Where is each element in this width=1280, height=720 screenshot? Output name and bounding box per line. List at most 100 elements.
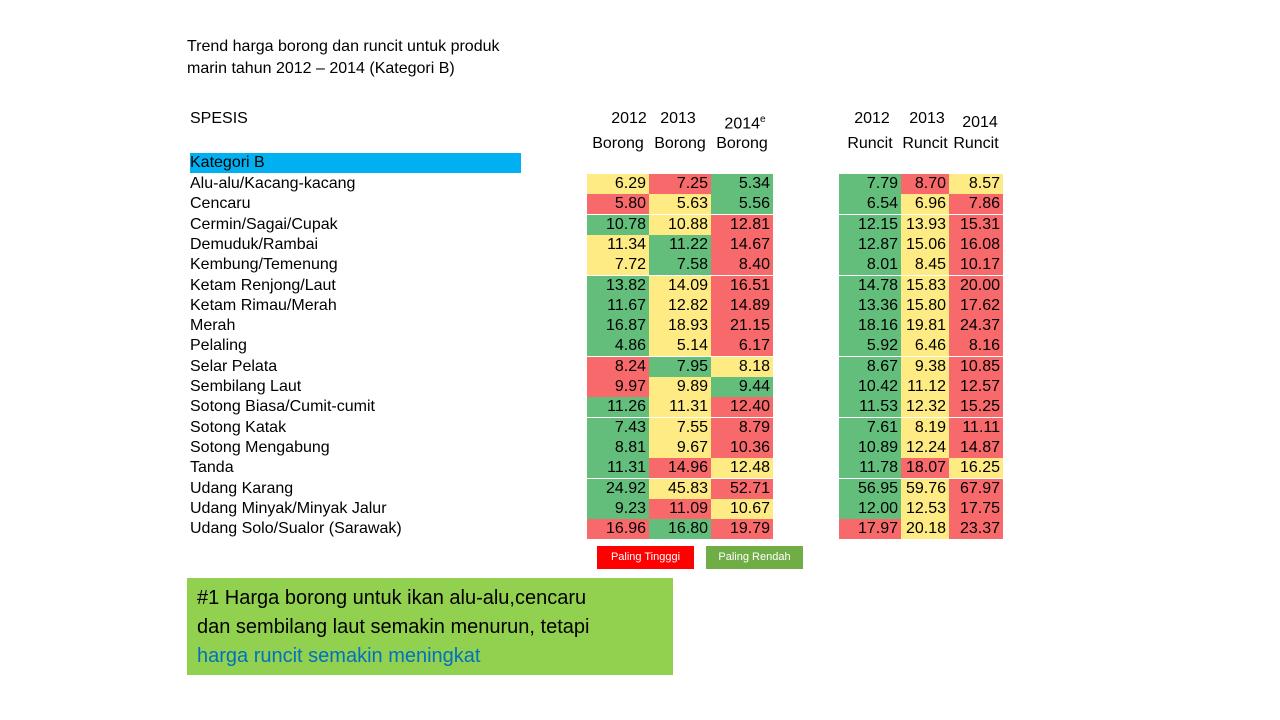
price-cell: 59.76 — [901, 479, 949, 499]
price-cell: 6.54 — [839, 194, 901, 214]
price-cell: 17.62 — [949, 296, 1003, 316]
price-cell: 10.42 — [839, 377, 901, 397]
column-type-4: Runcit — [847, 135, 893, 152]
legend-high: Paling Tingggi — [597, 546, 694, 569]
price-cell: 8.19 — [901, 418, 949, 438]
column-year-superscript: e — [760, 114, 766, 125]
price-cell: 11.11 — [949, 418, 1003, 438]
column-year-4: 2012 — [854, 110, 890, 127]
species-name: Sotong Biasa/Cumit-cumit — [190, 398, 375, 415]
price-cell: 18.07 — [901, 458, 949, 478]
price-cell: 24.92 — [587, 479, 649, 499]
price-cell: 15.31 — [949, 215, 1003, 235]
legend-low: Paling Rendah — [706, 546, 803, 569]
price-cell: 8.01 — [839, 255, 901, 275]
price-cell: 19.79 — [711, 519, 773, 539]
price-cell: 12.40 — [711, 397, 773, 417]
column-type-5: Runcit — [902, 135, 948, 152]
price-cell: 12.87 — [839, 235, 901, 255]
price-cell: 16.87 — [587, 316, 649, 336]
price-cell: 12.15 — [839, 215, 901, 235]
title-line-1: Trend harga borong dan runcit untuk prod… — [187, 38, 500, 55]
note-line-1: #1 Harga borong untuk ikan alu-alu,cenca… — [197, 587, 587, 609]
price-cell: 10.67 — [711, 499, 773, 519]
species-name: Udang Solo/Sualor (Sarawak) — [190, 520, 402, 537]
price-cell: 24.37 — [949, 316, 1003, 336]
price-cell: 8.70 — [901, 174, 949, 194]
price-cell: 5.80 — [587, 194, 649, 214]
price-cell: 14.78 — [839, 276, 901, 296]
price-cell: 5.14 — [649, 336, 711, 356]
note-line-2: dan sembilang laut semakin menurun, teta… — [197, 616, 590, 638]
price-cell: 10.17 — [949, 255, 1003, 275]
price-cell: 7.79 — [839, 174, 901, 194]
species-name: Cencaru — [190, 195, 251, 212]
title-text: Trend harga borong dan runcit untuk prod… — [187, 36, 500, 80]
column-type-1: Borong — [592, 135, 644, 152]
price-cell: 10.88 — [649, 215, 711, 235]
column-year-1: 2012 — [611, 110, 647, 127]
price-cell: 12.57 — [949, 377, 1003, 397]
price-cell: 6.46 — [901, 336, 949, 356]
price-cell: 15.80 — [901, 296, 949, 316]
price-cell: 6.96 — [901, 194, 949, 214]
price-cell: 14.09 — [649, 276, 711, 296]
price-cell: 56.95 — [839, 479, 901, 499]
price-cell: 11.22 — [649, 235, 711, 255]
species-name: Cermin/Sagai/Cupak — [190, 216, 338, 233]
price-cell: 7.61 — [839, 418, 901, 438]
price-cell: 6.17 — [711, 336, 773, 356]
column-year-5: 2013 — [909, 110, 945, 127]
species-name: Pelaling — [190, 337, 247, 354]
price-cell: 9.44 — [711, 377, 773, 397]
price-cell: 10.36 — [711, 438, 773, 458]
price-cell: 16.96 — [587, 519, 649, 539]
column-year-3: 2014e — [715, 114, 775, 133]
price-cell: 12.24 — [901, 438, 949, 458]
price-cell: 13.82 — [587, 276, 649, 296]
price-cell: 8.67 — [839, 357, 901, 377]
column-year-2: 2013 — [660, 110, 696, 127]
price-cell: 7.72 — [587, 255, 649, 275]
price-cell: 12.32 — [901, 397, 949, 417]
price-cell: 8.79 — [711, 418, 773, 438]
price-cell: 11.09 — [649, 499, 711, 519]
species-name: Selar Pelata — [190, 358, 278, 375]
price-cell: 15.06 — [901, 235, 949, 255]
price-cell: 5.63 — [649, 194, 711, 214]
species-name: Kembung/Temenung — [190, 256, 338, 273]
price-cell: 16.51 — [711, 276, 773, 296]
species-name: Sotong Mengabung — [190, 439, 330, 456]
species-name: Alu-alu/Kacang-kacang — [190, 175, 356, 192]
price-cell: 11.53 — [839, 397, 901, 417]
price-cell: 8.40 — [711, 255, 773, 275]
price-cell: 7.55 — [649, 418, 711, 438]
price-cell: 7.25 — [649, 174, 711, 194]
species-name: Sembilang Laut — [190, 378, 302, 395]
price-cell: 23.37 — [949, 519, 1003, 539]
price-cell: 16.08 — [949, 235, 1003, 255]
price-cell: 11.26 — [587, 397, 649, 417]
price-cell: 17.75 — [949, 499, 1003, 519]
price-cell: 9.23 — [587, 499, 649, 519]
price-cell: 8.24 — [587, 357, 649, 377]
note-line-3-highlight: harga runcit semakin meningkat — [197, 645, 481, 667]
column-type-2: Borong — [654, 135, 706, 152]
species-name: Sotong Katak — [190, 419, 287, 436]
price-cell: 20.18 — [901, 519, 949, 539]
price-cell: 6.29 — [587, 174, 649, 194]
price-cell: 52.71 — [711, 479, 773, 499]
price-cell: 7.86 — [949, 194, 1003, 214]
column-year-6: 2014 — [962, 114, 998, 131]
species-header: SPESIS — [190, 110, 248, 127]
price-cell: 8.81 — [587, 438, 649, 458]
price-cell: 67.97 — [949, 479, 1003, 499]
price-cell: 9.97 — [587, 377, 649, 397]
species-name: Merah — [190, 317, 236, 334]
price-cell: 14.89 — [711, 296, 773, 316]
species-name: Ketam Renjong/Laut — [190, 277, 336, 294]
species-name: Udang Karang — [190, 480, 294, 497]
price-cell: 7.95 — [649, 357, 711, 377]
column-type-6: Runcit — [953, 135, 999, 152]
price-cell: 11.34 — [587, 235, 649, 255]
